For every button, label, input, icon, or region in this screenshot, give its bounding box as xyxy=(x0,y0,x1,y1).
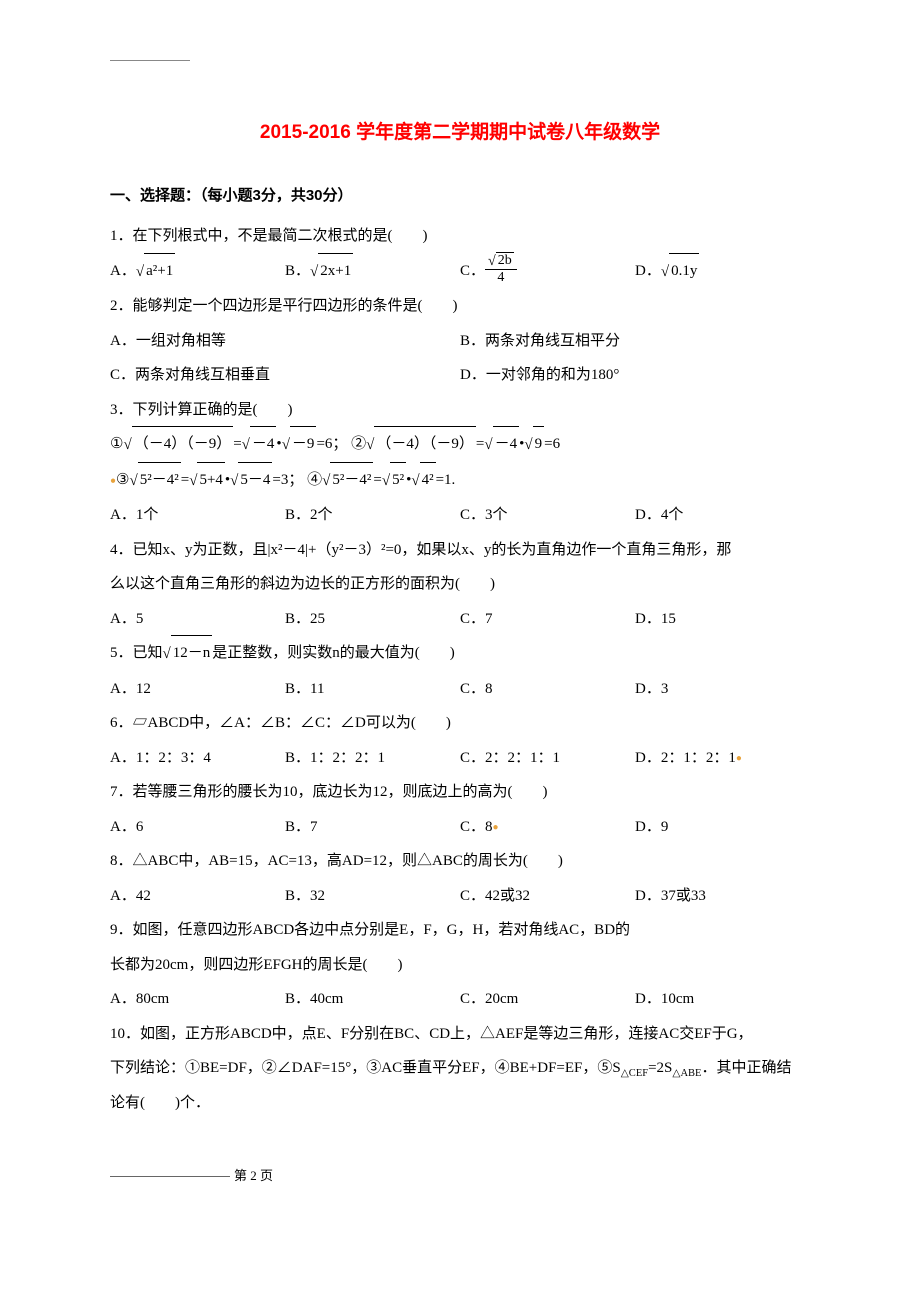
sqrt-icon: 2b xyxy=(488,253,514,269)
sqrt-icon: 5²－4² xyxy=(130,463,181,499)
q7-opt-b: B．7 xyxy=(285,810,460,845)
q3-options: A．1个 B．2个 C．3个 D．4个 xyxy=(110,498,810,533)
q2-opt-d: D．一对邻角的和为180° xyxy=(460,358,810,393)
q1-options: A．a²+1 B．2x+1 C．2b4 D．0.1y xyxy=(110,254,810,290)
q9-opt-d: D．10cm xyxy=(635,982,810,1017)
sqrt-icon: －4 xyxy=(484,427,519,463)
sqrt-icon: 5² xyxy=(382,463,406,499)
q3-stem: 3．下列计算正确的是( ) xyxy=(110,393,810,428)
q6-options: A．1：2：3：4 B．1：2：2：1 C．2：2：1：1 D．2：1：2：1● xyxy=(110,741,810,776)
q5-opt-d: D．3 xyxy=(635,672,810,707)
sqrt-icon: 12－n xyxy=(163,636,213,672)
q3-opt-b: B．2个 xyxy=(285,498,460,533)
q5-opt-b: B．11 xyxy=(285,672,460,707)
q3-opt-a: A．1个 xyxy=(110,498,285,533)
sqrt-icon: －9 xyxy=(282,427,317,463)
page-footer: 第 2 页 xyxy=(110,1161,810,1191)
q9-stem-1: 9．如图，任意四边形ABCD各边中点分别是E，F，G，H，若对角线AC，BD的 xyxy=(110,913,810,948)
q3-line1: ①（－4）（－9）=－4•－9=6； ②（－4）（－9）=－4•9=6 xyxy=(110,427,810,463)
q5-options: A．12 B．11 C．8 D．3 xyxy=(110,672,810,707)
q5-stem: 5．已知12－n是正整数，则实数n的最大值为( ) xyxy=(110,636,810,672)
footer-rule xyxy=(110,1176,230,1177)
q8-opt-b: B．32 xyxy=(285,879,460,914)
q4-opt-c: C．7 xyxy=(460,602,635,637)
q5-opt-a: A．12 xyxy=(110,672,285,707)
q10-stem-2: 下列结论：①BE=DF，②∠DAF=15°，③AC垂直平分EF，④BE+DF=E… xyxy=(110,1051,810,1086)
q3-opt-c: C．3个 xyxy=(460,498,635,533)
q2-opt-b: B．两条对角线互相平分 xyxy=(460,324,810,359)
q4-options: A．5 B．25 C．7 D．15 xyxy=(110,602,810,637)
q2-stem: 2．能够判定一个四边形是平行四边形的条件是( ) xyxy=(110,289,810,324)
q4-stem-2: 么以这个直角三角形的斜边为边长的正方形的面积为( ) xyxy=(110,567,810,602)
sqrt-icon: 5+4 xyxy=(189,463,225,499)
sqrt-icon: （－4）（－9） xyxy=(123,427,233,463)
q1-opt-b: B．2x+1 xyxy=(285,254,460,290)
sqrt-icon: 4² xyxy=(411,463,435,499)
q7-stem: 7．若等腰三角形的腰长为10，底边长为12，则底边上的高为( ) xyxy=(110,775,810,810)
page-number: 第 2 页 xyxy=(234,1168,273,1183)
q1-opt-c: C．2b4 xyxy=(460,254,635,290)
q4-opt-b: B．25 xyxy=(285,602,460,637)
accent-dot-icon: ● xyxy=(736,753,742,764)
q7-opt-d: D．9 xyxy=(635,810,810,845)
q10-stem-1: 10．如图，正方形ABCD中，点E、F分别在BC、CD上，△AEF是等边三角形，… xyxy=(110,1017,810,1052)
q9-stem-2: 长都为20cm，则四边形EFGH的周长是( ) xyxy=(110,948,810,983)
q7-opt-a: A．6 xyxy=(110,810,285,845)
q8-opt-c: C．42或32 xyxy=(460,879,635,914)
sqrt-icon: 0.1y xyxy=(661,254,699,290)
q2-opt-a: A．一组对角相等 xyxy=(110,324,460,359)
sqrt-icon: －4 xyxy=(242,427,277,463)
q8-options: A．42 B．32 C．42或32 D．37或33 xyxy=(110,879,810,914)
q2-opt-c: C．两条对角线互相垂直 xyxy=(110,358,460,393)
q1-opt-a: A．a²+1 xyxy=(110,254,285,290)
q6-opt-a: A．1：2：3：4 xyxy=(110,741,285,776)
q8-stem: 8．△ABC中，AB=15，AC=13，高AD=12，则△ABC的周长为( ) xyxy=(110,844,810,879)
q6-opt-c: C．2：2：1：1 xyxy=(460,741,635,776)
top-rule xyxy=(110,60,190,61)
sqrt-icon: （－4）（－9） xyxy=(366,427,476,463)
q6-opt-d: D．2：1：2：1● xyxy=(635,741,810,776)
q1-opt-d: D．0.1y xyxy=(635,254,810,290)
sqrt-icon: 9 xyxy=(524,427,544,463)
q3-opt-d: D．4个 xyxy=(635,498,810,533)
q2-options: A．一组对角相等 B．两条对角线互相平分 C．两条对角线互相垂直 D．一对邻角的… xyxy=(110,324,810,393)
sqrt-icon: 5－4 xyxy=(230,463,272,499)
q3-line2: ●③5²－4²=5+4•5－4=3； ④5²－4²=5²•4²=1. xyxy=(110,463,810,499)
q9-opt-b: B．40cm xyxy=(285,982,460,1017)
sqrt-icon: 2x+1 xyxy=(310,254,353,290)
q6-stem: 6．▱ABCD中，∠A：∠B：∠C：∠D可以为( ) xyxy=(110,706,810,741)
q4-opt-a: A．5 xyxy=(110,602,285,637)
accent-dot-icon: ● xyxy=(493,822,499,833)
q8-opt-a: A．42 xyxy=(110,879,285,914)
q1-stem: 1．在下列根式中，不是最简二次根式的是( ) xyxy=(110,219,810,254)
q6-opt-b: B．1：2：2：1 xyxy=(285,741,460,776)
q8-opt-d: D．37或33 xyxy=(635,879,810,914)
q10-stem-3: 论有( )个． xyxy=(110,1086,810,1121)
fraction: 2b4 xyxy=(485,253,517,286)
exam-title: 2015-2016 学年度第二学期期中试卷八年级数学 xyxy=(110,111,810,155)
q5-opt-c: C．8 xyxy=(460,672,635,707)
q4-stem-1: 4．已知x、y为正数，且|x²－4|+（y²－3）²=0，如果以x、y的长为直角… xyxy=(110,533,810,568)
q9-opt-c: C．20cm xyxy=(460,982,635,1017)
section-1-header: 一、选择题：（每小题3分，共30分） xyxy=(110,179,810,214)
q9-options: A．80cm B．40cm C．20cm D．10cm xyxy=(110,982,810,1017)
q7-opt-c: C．8● xyxy=(460,810,635,845)
q7-options: A．6 B．7 C．8● D．9 xyxy=(110,810,810,845)
q4-opt-d: D．15 xyxy=(635,602,810,637)
sqrt-icon: a²+1 xyxy=(136,254,175,290)
sqrt-icon: 5²－4² xyxy=(322,463,373,499)
q9-opt-a: A．80cm xyxy=(110,982,285,1017)
